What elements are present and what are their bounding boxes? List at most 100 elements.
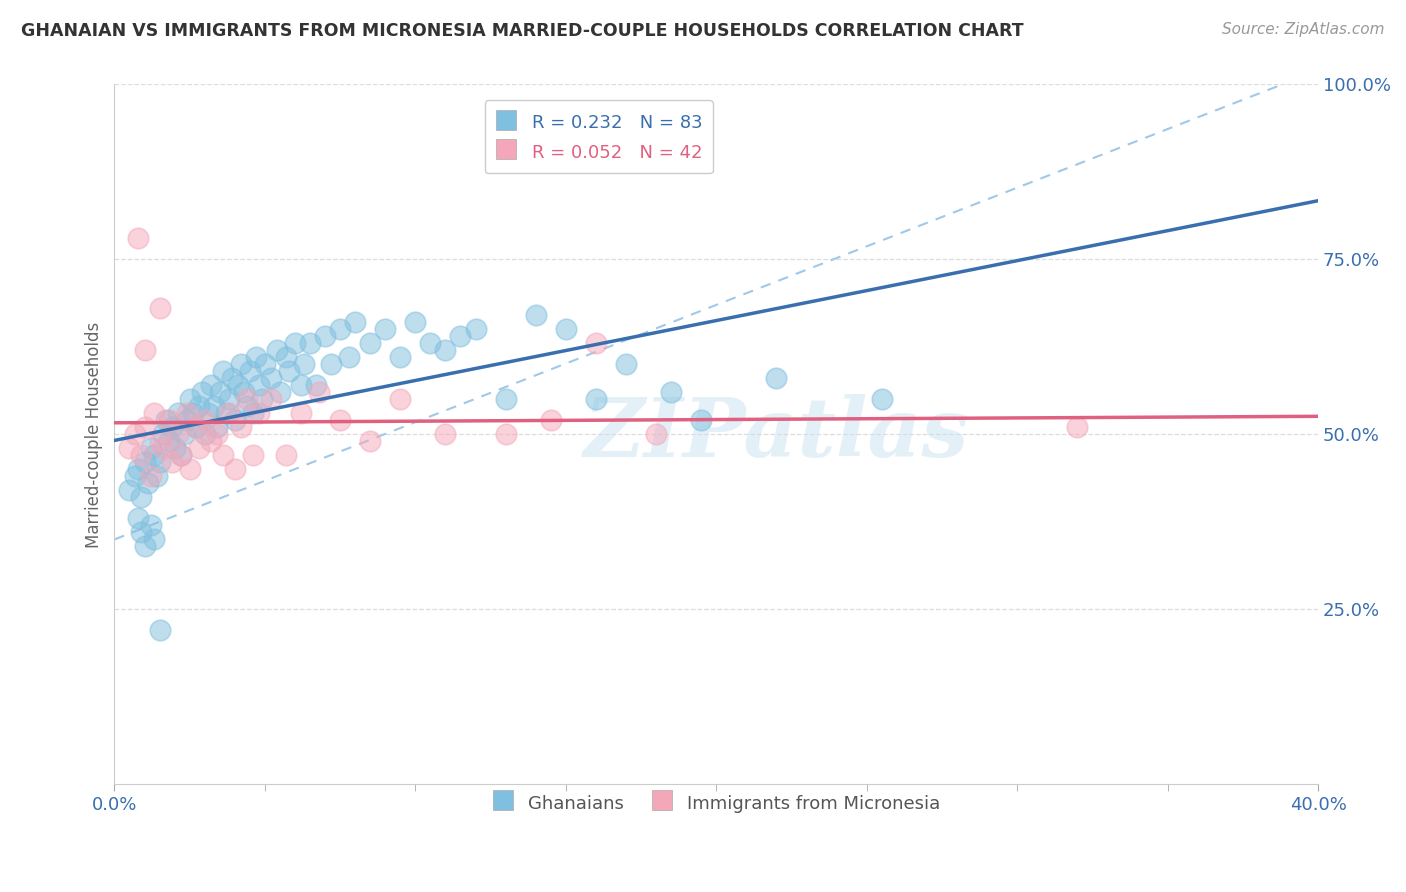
Point	[176, 413, 198, 427]
Point	[337, 351, 360, 365]
Point	[134, 343, 156, 358]
Point	[200, 378, 222, 392]
Point	[134, 455, 156, 469]
Point	[127, 511, 149, 525]
Point	[145, 469, 167, 483]
Point	[205, 427, 228, 442]
Point	[142, 533, 165, 547]
Point	[139, 469, 162, 483]
Point	[184, 420, 207, 434]
Point	[200, 434, 222, 449]
Point	[124, 469, 146, 483]
Point	[148, 301, 170, 316]
Point	[179, 462, 201, 476]
Point	[359, 336, 381, 351]
Point	[160, 455, 183, 469]
Point	[290, 378, 312, 392]
Point	[218, 406, 240, 420]
Point	[260, 371, 283, 385]
Point	[134, 540, 156, 554]
Point	[187, 400, 209, 414]
Point	[434, 427, 457, 442]
Point	[329, 413, 352, 427]
Point	[450, 329, 472, 343]
Point	[232, 385, 254, 400]
Point	[155, 413, 177, 427]
Point	[290, 406, 312, 420]
Point	[284, 336, 307, 351]
Point	[124, 427, 146, 442]
Point	[197, 406, 219, 420]
Text: GHANAIAN VS IMMIGRANTS FROM MICRONESIA MARRIED-COUPLE HOUSEHOLDS CORRELATION CHA: GHANAIAN VS IMMIGRANTS FROM MICRONESIA M…	[21, 22, 1024, 40]
Point	[139, 442, 162, 456]
Point	[176, 406, 198, 420]
Point	[134, 420, 156, 434]
Point	[274, 449, 297, 463]
Point	[160, 420, 183, 434]
Point	[659, 385, 682, 400]
Point	[226, 378, 249, 392]
Point	[298, 336, 321, 351]
Point	[131, 525, 153, 540]
Point	[152, 442, 174, 456]
Point	[142, 406, 165, 420]
Point	[229, 420, 252, 434]
Text: Source: ZipAtlas.com: Source: ZipAtlas.com	[1222, 22, 1385, 37]
Point	[419, 336, 441, 351]
Point	[464, 322, 486, 336]
Point	[278, 364, 301, 378]
Point	[194, 413, 217, 427]
Point	[169, 449, 191, 463]
Point	[495, 392, 517, 407]
Point	[163, 442, 186, 456]
Point	[157, 434, 180, 449]
Point	[131, 449, 153, 463]
Point	[266, 343, 288, 358]
Point	[1066, 420, 1088, 434]
Point	[166, 406, 188, 420]
Point	[211, 449, 233, 463]
Point	[139, 518, 162, 533]
Y-axis label: Married-couple Households: Married-couple Households	[86, 321, 103, 548]
Point	[131, 491, 153, 505]
Point	[118, 442, 141, 456]
Point	[245, 351, 267, 365]
Point	[292, 358, 315, 372]
Point	[247, 378, 270, 392]
Point	[314, 329, 336, 343]
Point	[224, 413, 246, 427]
Point	[236, 392, 259, 407]
Point	[127, 462, 149, 476]
Point	[136, 476, 159, 491]
Point	[224, 462, 246, 476]
Point	[554, 322, 576, 336]
Point	[319, 358, 342, 372]
Point	[166, 427, 188, 442]
Point	[157, 413, 180, 427]
Point	[127, 231, 149, 245]
Point	[187, 442, 209, 456]
Point	[208, 385, 231, 400]
Point	[218, 392, 240, 407]
Point	[329, 322, 352, 336]
Point	[202, 400, 225, 414]
Point	[179, 392, 201, 407]
Point	[181, 406, 204, 420]
Point	[645, 427, 668, 442]
Point	[118, 483, 141, 498]
Point	[585, 336, 607, 351]
Point	[274, 351, 297, 365]
Point	[690, 413, 713, 427]
Point	[194, 427, 217, 442]
Text: ZIPatlas: ZIPatlas	[583, 394, 969, 475]
Point	[148, 624, 170, 638]
Point	[142, 449, 165, 463]
Point	[404, 315, 426, 329]
Point	[260, 392, 283, 407]
Point	[221, 371, 243, 385]
Point	[374, 322, 396, 336]
Point	[236, 400, 259, 414]
Point	[524, 309, 547, 323]
Point	[229, 358, 252, 372]
Point	[173, 427, 195, 442]
